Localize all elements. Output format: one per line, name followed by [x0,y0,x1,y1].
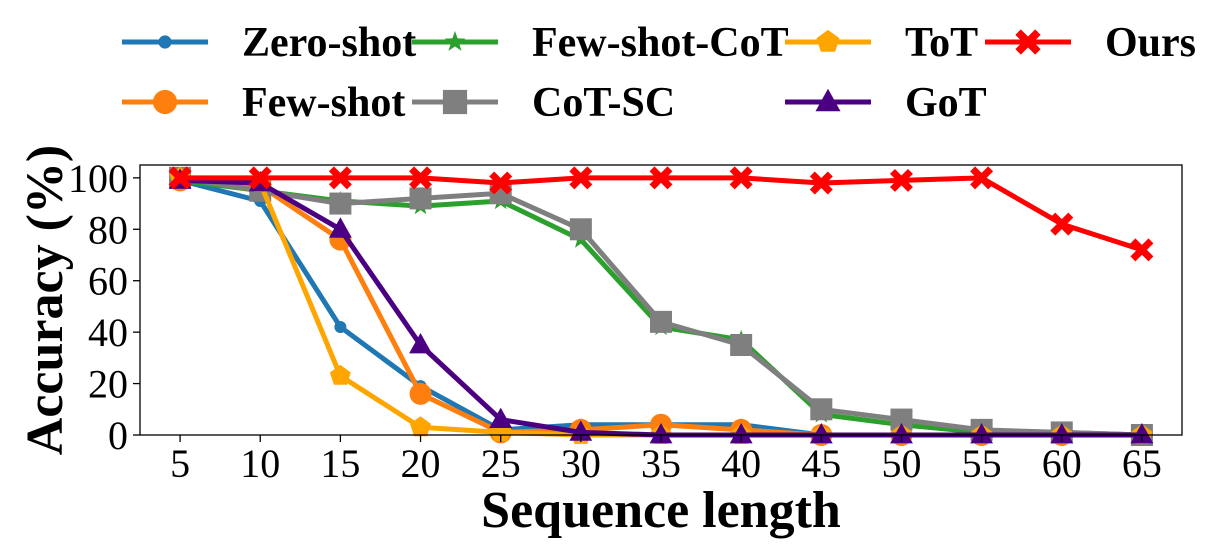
data-point [889,168,913,192]
x-tick-label: 30 [561,441,601,486]
legend: Zero-shot Few-shot Few-shot-CoT CoT-SC ToT Go… [122,20,1196,126]
data-point [649,166,673,190]
data-point [569,166,593,190]
data-point [809,171,833,195]
legend-entry: Few-shot [122,80,405,126]
series-few-shot-cot [170,170,1152,444]
legend-entry: Ours [985,20,1196,66]
data-point [489,171,513,195]
series-layer [168,166,1154,446]
x-tick-label: 55 [962,441,1002,486]
data-point [890,423,913,444]
x-tick-label: 15 [320,441,360,486]
series-line [180,175,1143,253]
data-point [1050,212,1074,236]
legend-marker [1015,29,1041,55]
data-point [1130,423,1154,444]
legend-entry: Few-shot-CoT [412,20,789,66]
data-point [569,218,592,241]
legend-label: GoT [905,80,987,126]
data-point [809,423,833,444]
x-tick-label: 35 [641,441,681,486]
series-line [180,177,1142,438]
legend-entry: GoT [785,80,987,126]
data-point [730,334,753,356]
legend-marker [442,89,468,115]
x-axis-ticks: 5 10 15 20 25 30 35 40 45 50 55 60 65 [170,435,1162,486]
series-got [168,168,1154,444]
data-point [729,423,753,444]
x-tick-label: 60 [1042,441,1082,486]
y-tick-label: 60 [88,259,128,304]
legend-marker [152,89,178,115]
data-point [970,166,994,190]
series-tot [169,166,1153,444]
data-point [729,166,753,190]
data-point [329,217,352,238]
y-tick-label: 0 [108,413,128,458]
y-axis-title: Accuracy (%) [17,145,74,455]
data-point [649,423,673,444]
x-axis-title: Sequence length [481,482,841,539]
data-point [168,166,192,190]
data-point [409,166,433,190]
x-tick-label: 5 [170,441,190,486]
y-tick-label: 100 [68,156,128,201]
legend-marker [158,35,172,49]
data-point [248,166,272,190]
data-point [970,423,993,444]
data-point [890,408,913,431]
data-point [409,187,432,210]
legend-label: Few-shot [242,80,405,126]
data-point [1050,423,1074,444]
series-ours [168,166,1154,262]
x-tick-label: 40 [721,441,761,486]
series-cot-sc [169,166,1153,446]
x-tick-label: 50 [881,441,921,486]
data-point [329,364,351,385]
y-tick-label: 20 [88,362,128,407]
legend-label: Few-shot-CoT [532,20,789,66]
data-point [569,420,593,441]
y-tick-label: 40 [88,310,128,355]
data-point [329,192,352,215]
data-point [334,321,347,333]
legend-label: ToT [905,20,978,66]
legend-entry: CoT-SC [412,80,675,126]
y-axis-ticks: 0 20 40 60 80 100 [68,156,140,458]
x-tick-label: 65 [1122,441,1162,486]
data-point [409,382,432,405]
data-point [410,416,431,437]
legend-marker [815,88,841,112]
data-point [328,166,352,190]
series-zero-shot [174,174,1148,441]
legend-marker [816,29,840,52]
legend-label: Ours [1105,20,1196,66]
legend-label: CoT-SC [532,80,675,126]
y-tick-label: 80 [88,207,128,252]
x-tick-label: 25 [481,441,521,486]
x-tick-label: 20 [401,441,441,486]
data-point [409,333,432,354]
data-point [489,407,513,428]
data-point [1130,238,1154,262]
legend-entry: Zero-shot [122,20,416,66]
x-tick-label: 45 [801,441,841,486]
data-point [810,398,833,421]
legend-label: Zero-shot [242,20,416,66]
data-point [650,310,672,333]
legend-marker [444,31,466,51]
x-tick-label: 10 [240,441,280,486]
legend-entry: ToT [785,20,978,66]
series-few-shot [169,169,1153,446]
